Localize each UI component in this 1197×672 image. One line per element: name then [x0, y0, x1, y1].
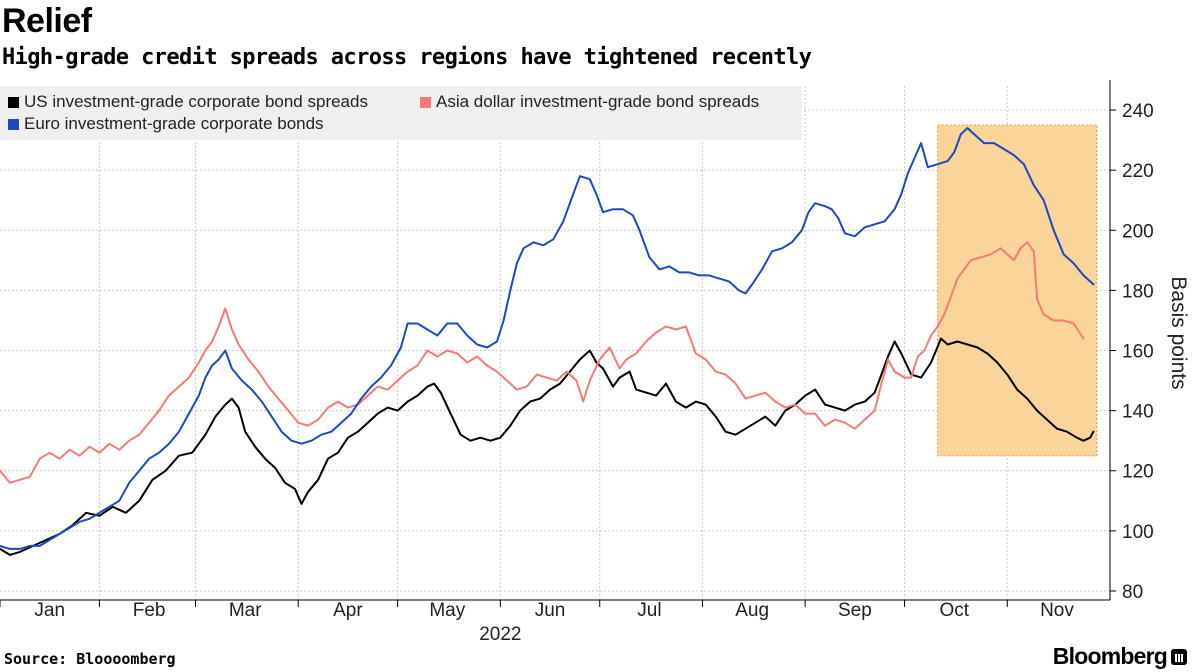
legend-item-asia: Asia dollar investment-grade bond spread… — [420, 92, 759, 112]
y-axis-title: Basis points — [1167, 276, 1190, 389]
y-tick-label: 180 — [1122, 281, 1154, 302]
x-axis-label: 2022 — [479, 624, 521, 645]
legend: US investment-grade corporate bond sprea… — [0, 86, 802, 140]
y-tick-label: 120 — [1122, 462, 1154, 483]
source-note: Source: Bloooomberg — [4, 650, 176, 668]
legend-swatch-euro — [8, 118, 19, 130]
x-tick-label: Oct — [939, 600, 969, 621]
legend-label-asia: Asia dollar investment-grade bond spread… — [436, 92, 760, 111]
highlight-rect — [937, 124, 1098, 457]
x-tick-label: Sep — [838, 600, 872, 621]
x-tick-label: Apr — [333, 600, 363, 621]
y-tick-label: 100 — [1122, 522, 1154, 543]
y-tick-label: 160 — [1122, 342, 1154, 363]
brand-logo: Bloomberg — [1053, 643, 1187, 670]
y-tick-label: 140 — [1122, 402, 1154, 423]
euro-spread-line — [0, 127, 1095, 550]
brand-name: Bloomberg — [1052, 643, 1168, 669]
legend-swatch-asia — [420, 96, 431, 108]
x-tick-label: Feb — [133, 600, 166, 621]
highlight-region — [937, 124, 1098, 457]
y-tick-label: 80 — [1122, 582, 1143, 603]
x-tick-label: Mar — [229, 600, 262, 621]
x-tick-label: Jul — [637, 600, 661, 621]
legend-swatch-us — [8, 96, 19, 108]
x-tick-label: May — [429, 600, 465, 621]
legend-label-euro: Euro investment-grade corporate bonds — [24, 114, 324, 133]
legend-item-euro: Euro investment-grade corporate bonds — [8, 114, 324, 134]
axes: 80 100 120 140 160 180 200 220 240 Jan Feb Mar Apr Ma… — [0, 80, 1190, 645]
legend-label-us: US investment-grade corporate bond sprea… — [24, 92, 368, 111]
x-tick-label: Jan — [34, 600, 65, 621]
bloomberg-terminal-icon — [1171, 648, 1187, 665]
x-tick-label: Nov — [1040, 600, 1074, 621]
x-tick-label: Jun — [535, 600, 566, 621]
y-tick-label: 200 — [1122, 221, 1154, 242]
chart-subtitle: High-grade credit spreads across regions… — [2, 45, 812, 70]
y-tick-label: 240 — [1122, 101, 1154, 122]
x-tick-label: Aug — [735, 600, 769, 621]
legend-item-us: US investment-grade corporate bond sprea… — [8, 92, 368, 112]
y-tick-label: 220 — [1122, 161, 1154, 182]
us-spread-line — [0, 337, 1095, 556]
asia-spread-line — [0, 241, 1085, 484]
series-lines — [0, 127, 1095, 556]
gridlines — [0, 86, 1110, 600]
chart-title: Relief — [2, 2, 92, 40]
